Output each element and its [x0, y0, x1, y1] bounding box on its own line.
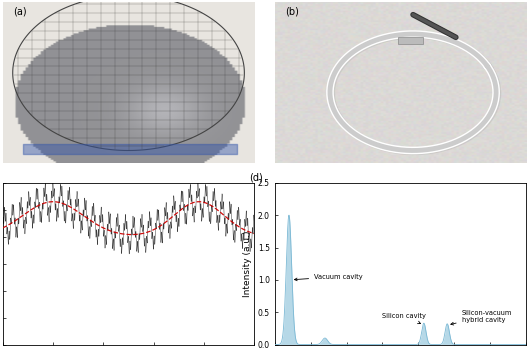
Text: (d): (d) [249, 173, 263, 183]
Text: (b): (b) [285, 7, 298, 17]
Y-axis label: Intensity (a.u.): Intensity (a.u.) [243, 230, 252, 297]
Bar [398, 37, 423, 44]
Text: (a): (a) [13, 7, 26, 17]
Text: Vacuum cavity: Vacuum cavity [295, 274, 363, 281]
Text: Silicon-vacuum
hybrid cavity: Silicon-vacuum hybrid cavity [451, 310, 512, 325]
Text: Silicon cavity: Silicon cavity [382, 313, 426, 324]
